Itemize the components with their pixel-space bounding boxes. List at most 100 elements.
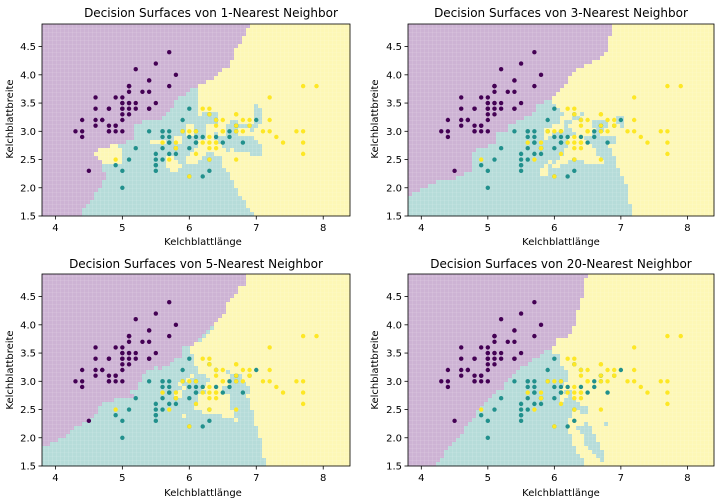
point-versicolor — [592, 129, 597, 134]
point-virginica — [160, 390, 165, 395]
point-setosa — [126, 106, 132, 111]
point-setosa — [472, 379, 477, 384]
point-versicolor — [167, 384, 172, 390]
point-versicolor — [532, 384, 537, 390]
point-setosa — [93, 95, 98, 100]
point-setosa — [485, 345, 491, 350]
point-setosa — [478, 373, 484, 378]
point-setosa — [120, 112, 125, 117]
point-setosa — [445, 384, 451, 390]
point-setosa — [498, 316, 504, 322]
point-setosa — [120, 106, 125, 111]
point-setosa — [439, 129, 444, 134]
point-setosa — [492, 89, 497, 94]
point-setosa — [472, 129, 477, 134]
point-virginica — [300, 140, 306, 145]
point-setosa — [538, 72, 544, 78]
point-setosa — [459, 95, 464, 100]
point-virginica — [300, 129, 306, 134]
point-versicolor — [558, 134, 564, 140]
point-virginica — [638, 134, 644, 140]
point-virginica — [207, 356, 212, 361]
point-versicolor — [518, 407, 524, 412]
point-versicolor — [160, 407, 165, 412]
point-versicolor — [153, 418, 159, 424]
data-points — [73, 50, 319, 190]
data-points — [439, 300, 683, 440]
point-setosa — [120, 367, 125, 373]
point-virginica — [220, 129, 225, 134]
y-axis-label: Kelchblattbreite — [370, 330, 381, 409]
point-virginica — [631, 129, 637, 134]
point-versicolor — [518, 162, 524, 168]
point-setosa — [93, 367, 98, 373]
point-virginica — [598, 112, 604, 117]
point-versicolor — [120, 435, 125, 440]
point-virginica — [538, 146, 544, 151]
point-virginica — [678, 333, 683, 339]
subplot-title: Decision Surfaces von 3-Nearest Neighbor — [434, 6, 688, 20]
point-setosa — [478, 379, 484, 384]
point-versicolor — [240, 140, 246, 145]
point-versicolor — [498, 146, 504, 151]
point-setosa — [106, 379, 112, 384]
point-versicolor — [532, 379, 537, 384]
point-setosa — [492, 106, 497, 111]
point-virginica — [572, 157, 577, 162]
point-virginica — [233, 379, 239, 384]
point-setosa — [113, 379, 118, 384]
point-virginica — [572, 396, 577, 401]
point-virginica — [200, 106, 205, 111]
point-setosa — [459, 123, 464, 128]
point-virginica — [247, 373, 252, 378]
point-virginica — [300, 333, 306, 339]
x-axis-label: Kelchblattlänge — [522, 237, 600, 248]
point-virginica — [280, 390, 286, 395]
point-versicolor — [552, 134, 557, 140]
point-virginica — [247, 117, 252, 123]
point-setosa — [106, 123, 112, 128]
point-versicolor — [485, 435, 491, 440]
point-virginica — [565, 390, 570, 395]
point-versicolor — [193, 384, 199, 390]
point-versicolor — [485, 168, 491, 174]
y-axis-label: Kelchblattbreite — [5, 330, 16, 409]
point-versicolor — [518, 151, 524, 157]
point-virginica — [558, 151, 564, 157]
point-virginica — [300, 379, 306, 384]
point-versicolor — [518, 168, 524, 174]
point-versicolor — [512, 129, 517, 134]
point-setosa — [492, 83, 497, 89]
point-setosa — [133, 66, 138, 72]
point-setosa — [459, 356, 464, 361]
point-setosa — [459, 367, 464, 373]
point-versicolor — [558, 140, 564, 145]
point-virginica — [631, 95, 637, 100]
point-virginica — [665, 401, 670, 407]
point-virginica — [598, 157, 604, 162]
point-virginica — [267, 129, 272, 134]
y-tick-label: 3.5 — [20, 99, 36, 110]
point-virginica — [625, 379, 630, 384]
point-virginica — [598, 407, 604, 412]
point-setosa — [79, 384, 85, 390]
point-setosa — [146, 106, 152, 111]
x-tick-label: 5 — [119, 473, 125, 484]
point-versicolor — [227, 384, 232, 390]
point-versicolor — [200, 134, 205, 140]
point-setosa — [445, 367, 451, 373]
point-virginica — [578, 367, 584, 373]
point-versicolor — [585, 390, 590, 395]
point-virginica — [545, 379, 550, 384]
point-setosa — [492, 356, 497, 361]
subplot-5nn: Decision Surfaces von 5-Nearest Neighbor… — [5, 257, 351, 499]
point-setosa — [485, 106, 491, 111]
x-tick-label: 5 — [485, 473, 491, 484]
point-versicolor — [227, 134, 232, 140]
point-setosa — [93, 373, 98, 378]
point-versicolor — [153, 157, 159, 162]
point-virginica — [180, 379, 185, 384]
point-versicolor — [605, 140, 610, 145]
point-setosa — [73, 129, 78, 134]
y-tick-label: 2.0 — [386, 433, 402, 444]
